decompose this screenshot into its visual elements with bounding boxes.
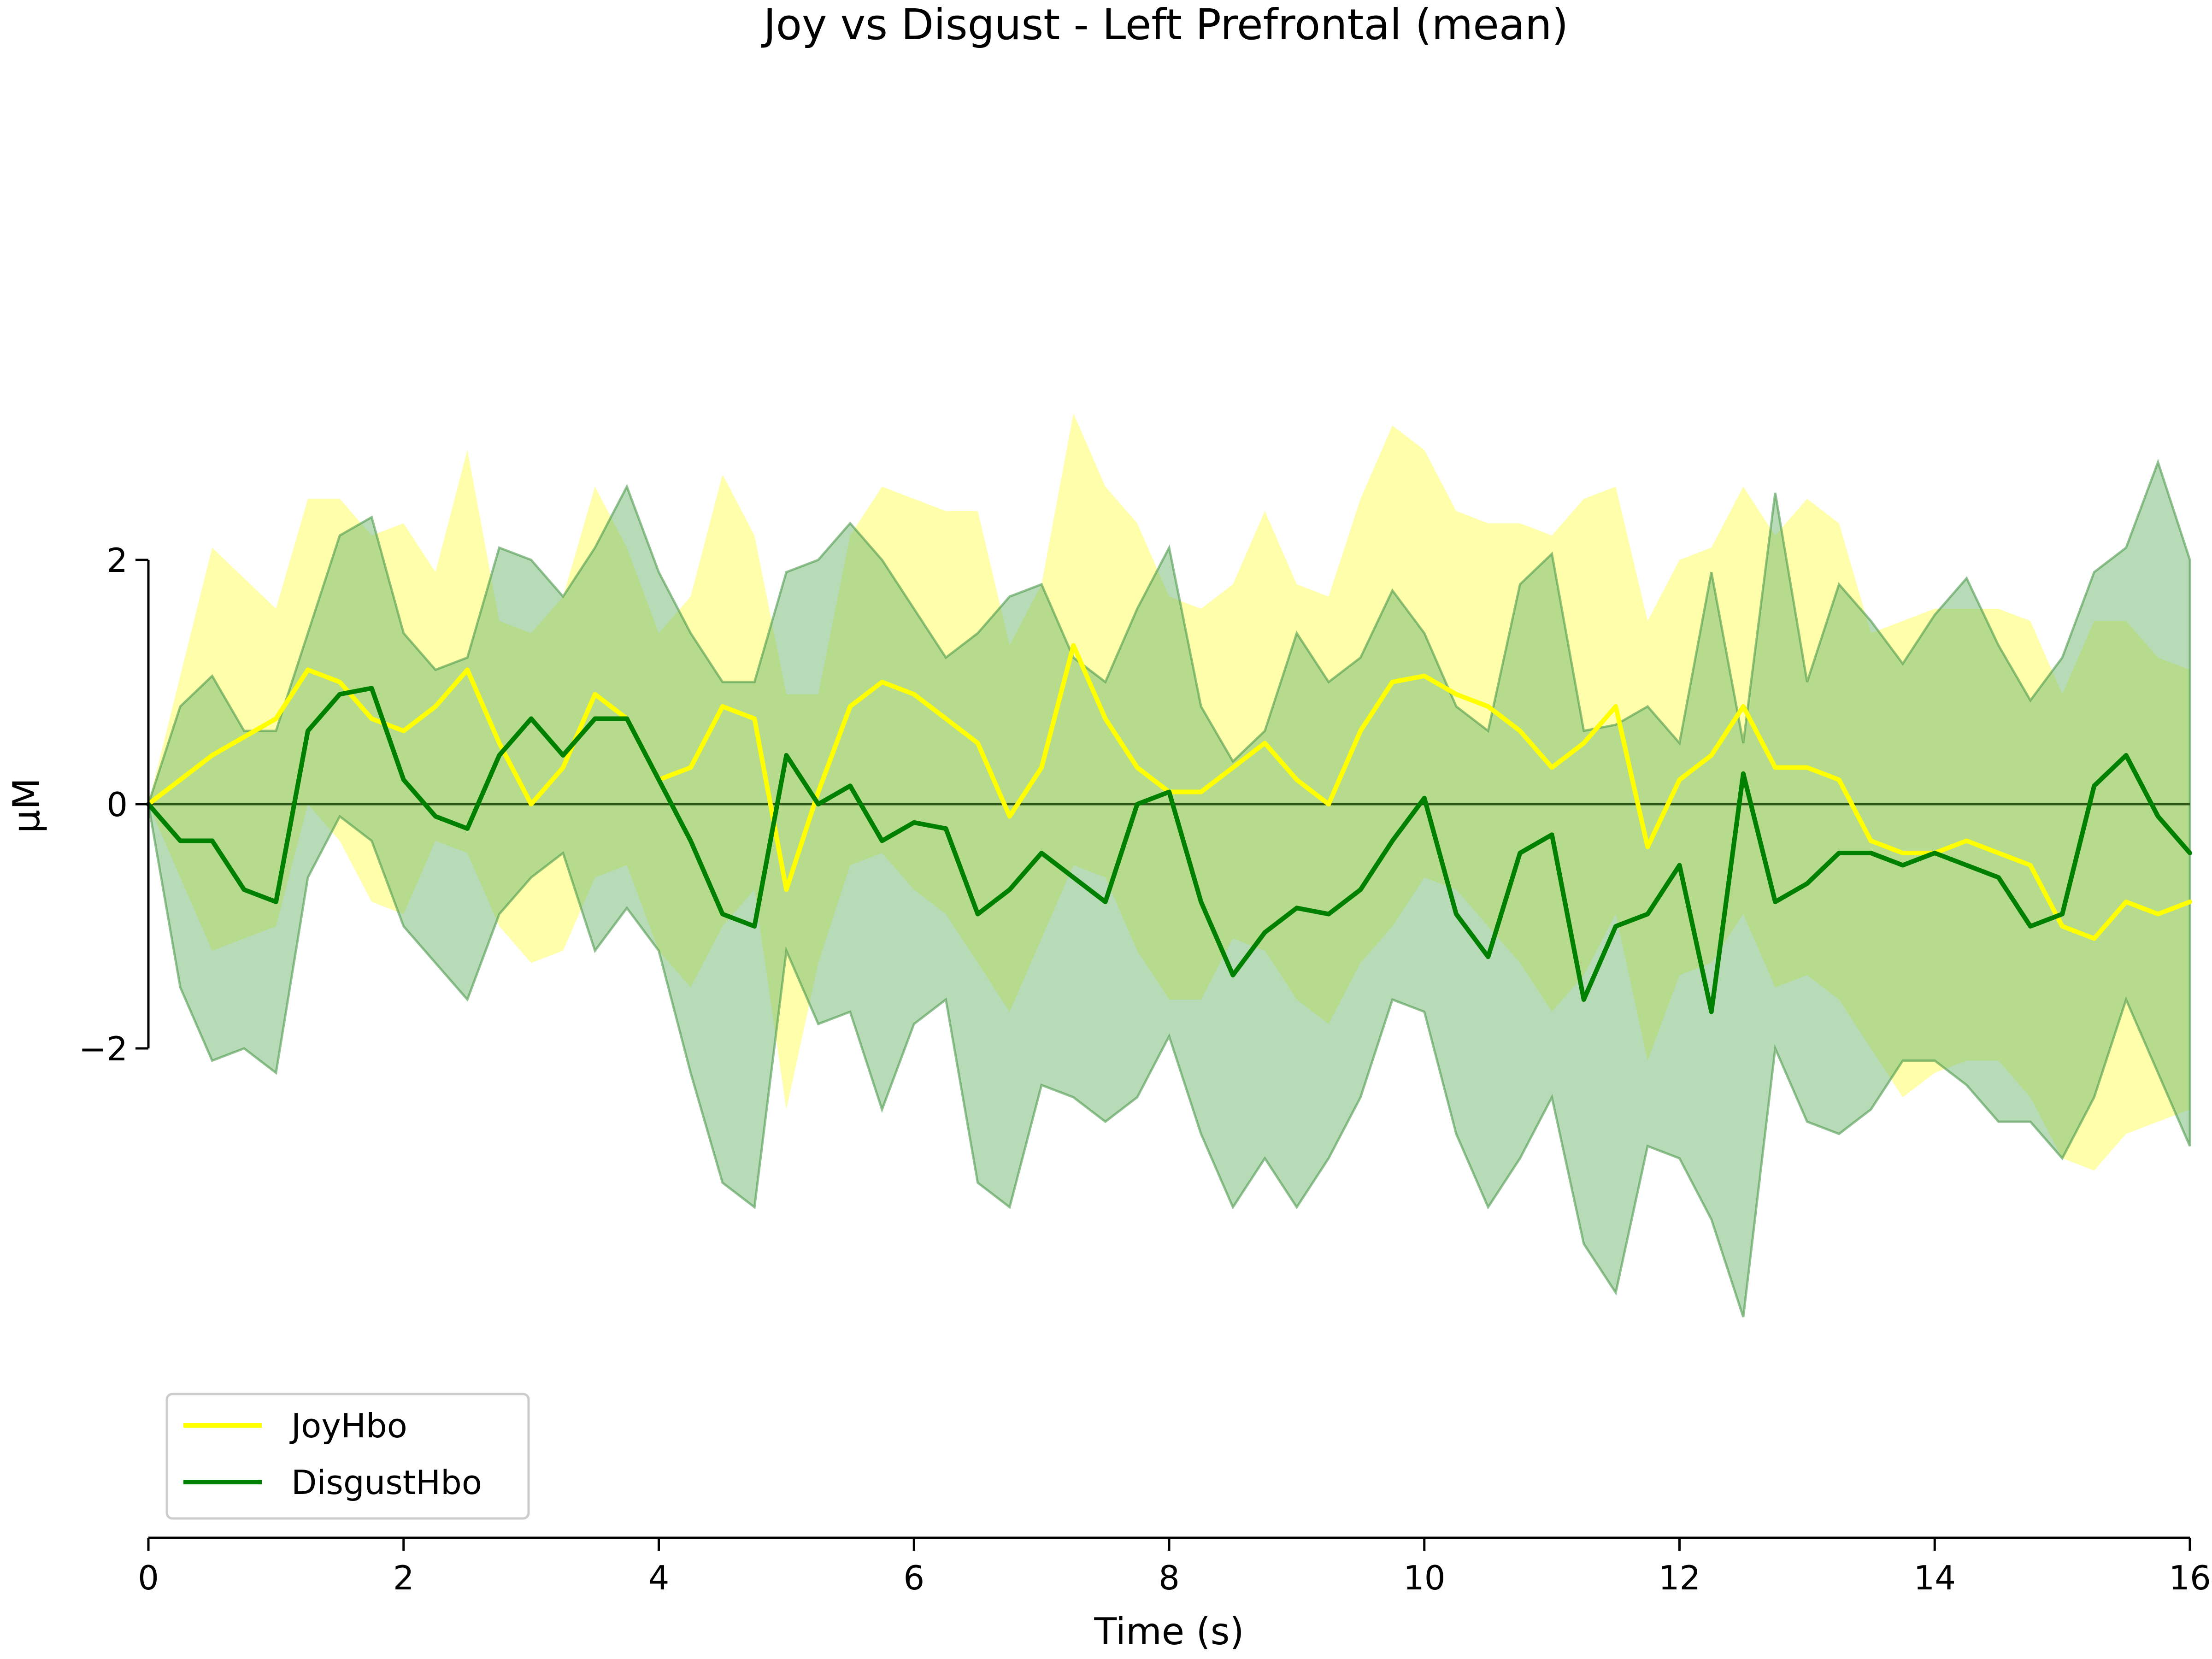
axes: 0 2 4 6 8 10 12 14 16 −2 0 2 <box>79 541 2211 1597</box>
y-tick-label: 0 <box>106 785 128 824</box>
series-line-disgusthbo <box>146 686 2192 1014</box>
x-tick-label: 6 <box>903 1559 924 1597</box>
x-tick-label: 8 <box>1159 1559 1180 1597</box>
series-line-joyhbo <box>146 643 2192 941</box>
y-tick-label: 2 <box>106 541 128 580</box>
x-tick-label: 0 <box>138 1559 159 1597</box>
legend-label-joyhbo: JoyHbo <box>289 1406 407 1445</box>
y-tick-label: −2 <box>79 1030 128 1068</box>
x-tick-label: 16 <box>2169 1559 2211 1597</box>
confidence-bands <box>147 413 2191 1318</box>
x-tick-label: 2 <box>393 1559 414 1597</box>
legend: JoyHbo DisgustHbo <box>165 1393 530 1520</box>
chart-title: Joy vs Disgust - Left Prefrontal (mean) <box>761 0 1569 49</box>
y-axis-label: μM <box>5 778 48 833</box>
x-axis-label: Time (s) <box>1094 1610 1244 1653</box>
legend-label-disgusthbo: DisgustHbo <box>291 1463 482 1502</box>
x-tick-label: 4 <box>648 1559 670 1597</box>
x-tick-label: 10 <box>1403 1559 1446 1597</box>
x-tick-label: 14 <box>1913 1559 1956 1597</box>
x-tick-label: 12 <box>1659 1559 1701 1597</box>
series-lines <box>146 643 2192 1014</box>
